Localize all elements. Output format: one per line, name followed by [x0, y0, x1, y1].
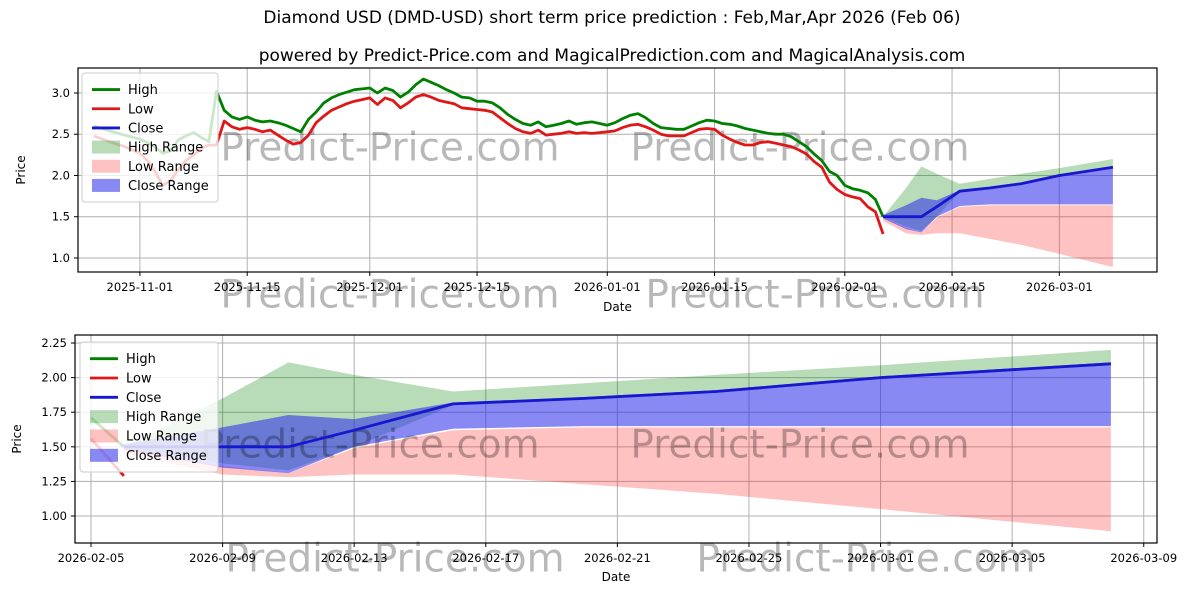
watermark-text: Predict-Price.com: [630, 423, 969, 468]
legend-label: Close: [126, 391, 161, 406]
x-tick-label: 2026-02-01: [811, 280, 878, 294]
plot-border: [77, 67, 1158, 273]
x-tick-label: 2026-03-01: [847, 551, 914, 565]
watermark-text: Predict-Price.com: [696, 537, 1035, 582]
legend-box: [81, 72, 219, 203]
page-subtitle: powered by Predict-Price.com and Magical…: [258, 46, 966, 66]
legend-label: High Range: [128, 141, 203, 156]
x-axis-label: Date: [602, 570, 631, 584]
y-axis-label: Price: [10, 424, 24, 453]
y-axis-label: Price: [14, 155, 28, 184]
legend-label: Low: [126, 372, 152, 387]
x-tick-label: 2026-02-15: [919, 280, 986, 294]
y-tick-label: 3.0: [52, 86, 70, 100]
x-tick-label: 2026-03-09: [1110, 551, 1177, 565]
x-tick-label: 2025-12-15: [444, 280, 511, 294]
x-tick-label: 2026-03-01: [1026, 280, 1093, 294]
x-tick-label: 2026-02-25: [716, 551, 783, 565]
legend-patch-swatch: [92, 178, 120, 192]
y-tick-label: 1.00: [41, 509, 67, 523]
close-line: [123, 362, 1111, 449]
y-tick-label: 1.5: [52, 210, 70, 224]
y-tick-label: 1.50: [41, 440, 67, 454]
y-tick-label: 2.5: [52, 127, 70, 141]
low-line: [93, 93, 885, 235]
watermark-text: Predict-Price.com: [225, 537, 564, 582]
legend: High Low Close High Range Low Range Close Ran…: [81, 72, 219, 203]
x-tick-label: 2026-02-21: [584, 551, 651, 565]
y-tick-label: 1.0: [52, 251, 70, 265]
legend-label: Close Range: [126, 449, 207, 464]
range-bands-layer: [123, 159, 1113, 532]
legend: High Low Close High Range Low Range Close Ran…: [79, 341, 219, 473]
y-tick-label: 2.25: [41, 336, 67, 350]
legend-patch-swatch: [92, 140, 120, 154]
x-tick-label: 2026-01-15: [681, 280, 748, 294]
axes-layer: 2025-11-01 2025-11-15 2025-12-01 2025-12-15…: [10, 67, 1177, 584]
legend-label: Low: [128, 102, 154, 117]
y-tick-label: 2.00: [41, 371, 67, 385]
legend-patch-swatch: [90, 429, 118, 443]
low-range-band: [123, 427, 1111, 532]
legend-box: [79, 341, 219, 473]
series-layer: [89, 77, 1114, 477]
x-tick-label: 2025-11-01: [107, 280, 174, 294]
high-line: [93, 77, 885, 218]
watermark-text: Predict-Price.com: [200, 423, 539, 468]
legend-label: High Range: [126, 410, 201, 425]
legend-label: High: [126, 352, 156, 367]
plot-border: [74, 334, 1158, 544]
x-tick-label: 2025-12-01: [336, 280, 403, 294]
x-tick-label: 2026-01-01: [574, 280, 641, 294]
close-range-band: [123, 362, 1111, 474]
legend-label: Close Range: [128, 179, 209, 194]
legend-label: Close: [128, 121, 163, 136]
x-tick-label: 2026-02-09: [189, 551, 256, 565]
watermark-layer: Predict-Price.com Predict-Price.com Predic…: [200, 126, 1035, 582]
low-range-band: [883, 205, 1113, 268]
x-tick-label: 2026-02-17: [452, 551, 519, 565]
y-tick-label: 1.75: [41, 405, 67, 419]
watermark-text: Predict-Price.com: [645, 273, 984, 318]
legend-patch-swatch: [90, 448, 118, 462]
close-line: [883, 165, 1114, 219]
legend-patch-swatch: [90, 410, 118, 424]
x-tick-label: 2026-02-13: [321, 551, 388, 565]
y-tick-label: 1.25: [41, 474, 67, 488]
y-tick-label: 2.0: [52, 168, 70, 182]
page-title: Diamond USD (DMD-USD) short term price p…: [263, 8, 961, 28]
watermark-text: Predict-Price.com: [630, 126, 969, 171]
watermark-text: Predict-Price.com: [220, 273, 559, 318]
legend-patch-swatch: [92, 159, 120, 173]
x-tick-label: 2026-03-05: [979, 551, 1046, 565]
x-tick-label: 2025-11-15: [214, 280, 281, 294]
x-tick-label: 2026-02-05: [58, 551, 125, 565]
legend-label: Low Range: [128, 160, 199, 175]
legend-label: High: [128, 83, 158, 98]
legend-label: Low Range: [126, 430, 197, 445]
close-range-band: [883, 166, 1113, 233]
x-axis-label: Date: [603, 300, 632, 314]
